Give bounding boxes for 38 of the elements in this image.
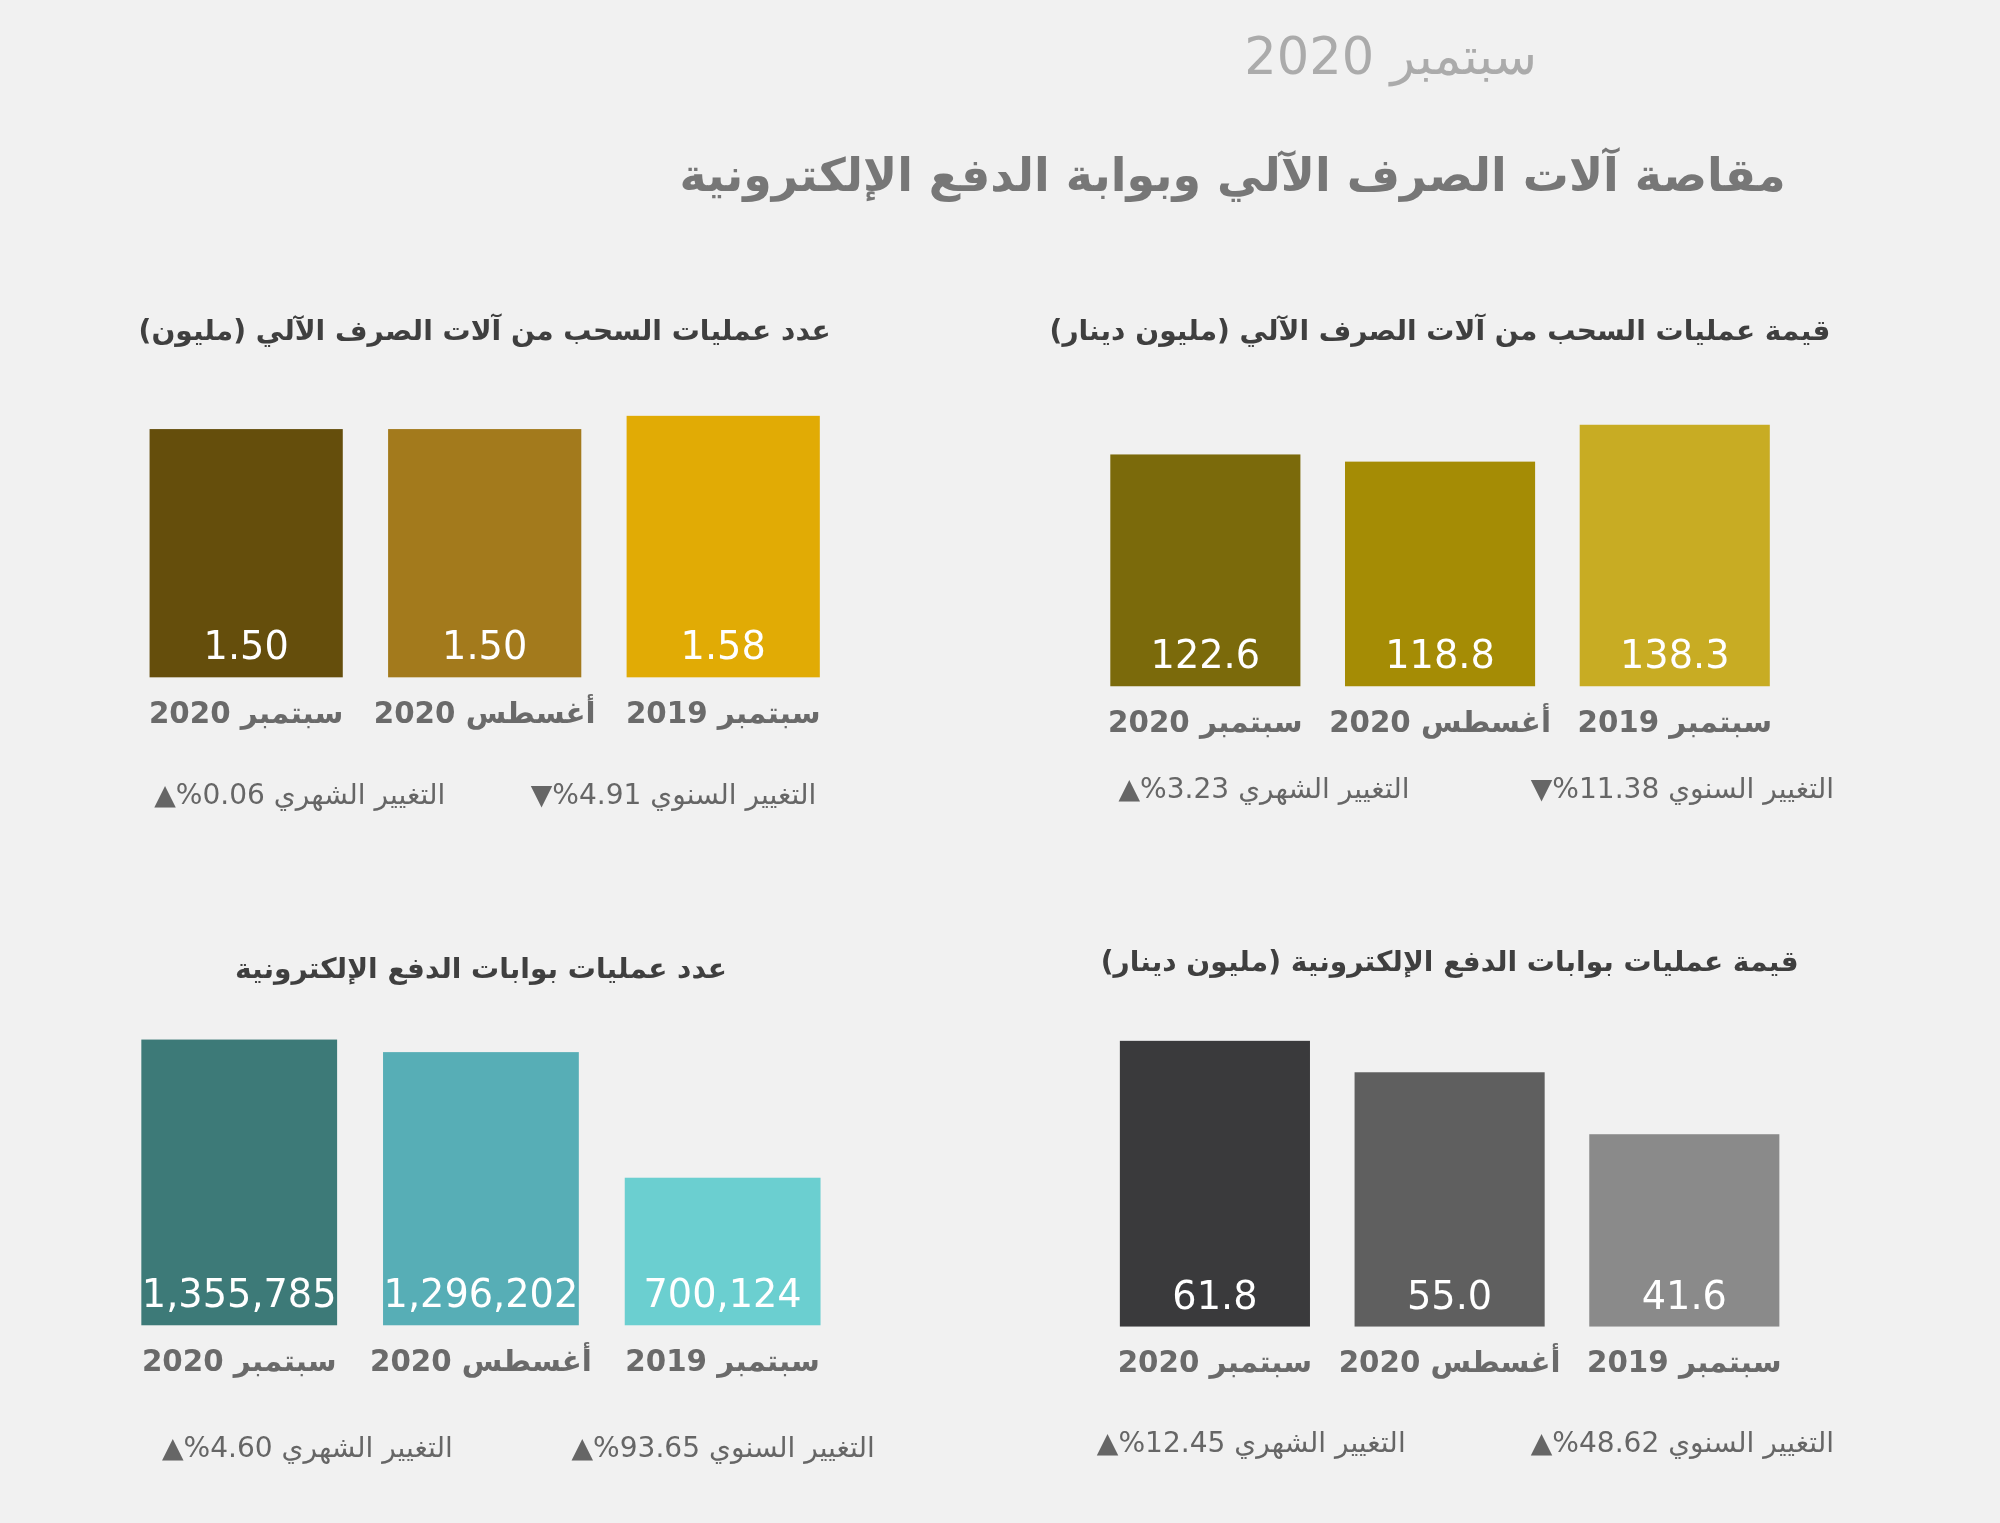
text: التغيير السنوي 4.91%▼	[530, 777, 817, 811]
data-label: 138.3	[1619, 632, 1730, 678]
data-label: 1,355,785	[141, 1271, 337, 1317]
x-tick-label: سبتمبر 2020	[1117, 1345, 1313, 1380]
data-label: 1.50	[442, 623, 528, 669]
x-tick-label: أغسطس 2020	[370, 1342, 592, 1379]
text: التغيير الشهري 3.23%▲	[1118, 772, 1410, 806]
text: التغيير السنوي 93.65%▲	[571, 1430, 875, 1464]
data-label: 1.50	[203, 623, 289, 669]
text: سبتمبر 2020	[1244, 27, 1537, 87]
data-label: 1,296,202	[383, 1271, 579, 1317]
x-tick-label: أغسطس 2020	[373, 694, 596, 731]
data-label: 118.8	[1385, 632, 1495, 678]
data-label: 700,124	[643, 1271, 802, 1317]
x-tick-label: أغسطس 2020	[1338, 1343, 1561, 1380]
x-tick-label: سبتمبر 2019	[1577, 705, 1772, 740]
x-tick-label: سبتمبر 2019	[625, 696, 821, 731]
x-tick-label: أغسطس 2020	[1329, 703, 1551, 740]
text: التغيير الشهري 0.06%▲	[154, 777, 446, 811]
x-tick-label: سبتمبر 2019	[1587, 1345, 1782, 1380]
x-tick-label: سبتمبر 2020	[1108, 705, 1303, 740]
chart-title: عدد عمليات بوابات الدفع الإلكترونية	[234, 951, 727, 985]
x-tick-label: سبتمبر 2019	[625, 1344, 820, 1379]
text: التغيير السنوي 48.62%▲	[1530, 1425, 1835, 1459]
data-label: 122.6	[1150, 632, 1261, 678]
x-tick-label: سبتمبر 2020	[141, 1344, 337, 1379]
data-label: 61.8	[1172, 1272, 1258, 1318]
data-label: 1.58	[680, 623, 766, 669]
text: التغيير الشهري 12.45%▲	[1096, 1425, 1406, 1459]
data-label: 55.0	[1407, 1272, 1493, 1318]
chart-title: قيمة عمليات بوابات الدفع الإلكترونية (مليون دينار)	[1100, 945, 1799, 979]
chart-title: قيمة عمليات السحب من آلات الصرف الآلي (مليون دينار)	[1049, 312, 1831, 347]
text: التغيير السنوي 11.38%▼	[1530, 772, 1835, 806]
data-label: 41.6	[1641, 1272, 1727, 1318]
x-tick-label: سبتمبر 2020	[148, 696, 344, 731]
text: التغيير الشهري 4.60%▲	[161, 1430, 453, 1464]
chart-title: عدد عمليات السحب من آلات الصرف الآلي (مليون)	[138, 312, 831, 347]
text: مقاصة آلات الصرف الآلي وبوابة الدفع الإلكترونية	[679, 147, 1786, 203]
